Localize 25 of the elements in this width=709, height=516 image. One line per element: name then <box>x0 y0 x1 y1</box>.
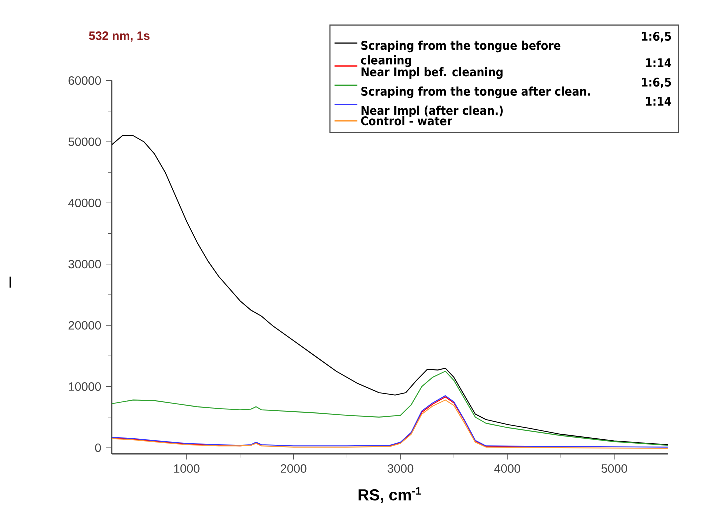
y-tick-label: 20000 <box>68 321 102 330</box>
text: 1:6,5 <box>642 32 672 43</box>
y-tick-label: 0 <box>95 444 102 452</box>
x-axis-title: RS, cm$^{-1}$ <box>358 487 422 504</box>
y-tick-label: 60000 <box>68 76 102 86</box>
annotation: 1:14 <box>646 97 672 106</box>
legend-label: Scraping from the tongue after clean. <box>362 86 590 98</box>
annotation: 1:6,5 <box>642 78 672 88</box>
chart-title: 532 nm, 1s <box>89 32 150 42</box>
x-tick-label: 5000 <box>602 464 628 474</box>
legend-label: Near Impl (after clean.) <box>362 106 503 118</box>
legend-label: Control - water <box>361 116 452 126</box>
y-axis-title: I <box>10 276 12 288</box>
line-series <box>112 135 668 446</box>
y-tick-label: 50000 <box>68 138 102 146</box>
x-tick-label: 4000 <box>494 464 520 474</box>
legend-label: Scraping from the tongue before cleaning <box>361 40 561 68</box>
y-tick-label: 30000 <box>68 260 102 269</box>
text: 1:14 <box>646 58 672 68</box>
x-tick-label: 3000 <box>388 464 414 474</box>
y-tick-label: 10000 <box>69 382 102 392</box>
x-tick-label: 1000 <box>174 464 200 474</box>
y-tick-label: 40000 <box>68 198 102 208</box>
legend-label: Near Impl bef. cleaning <box>362 67 503 80</box>
x-tick-label: 2000 <box>281 464 307 474</box>
